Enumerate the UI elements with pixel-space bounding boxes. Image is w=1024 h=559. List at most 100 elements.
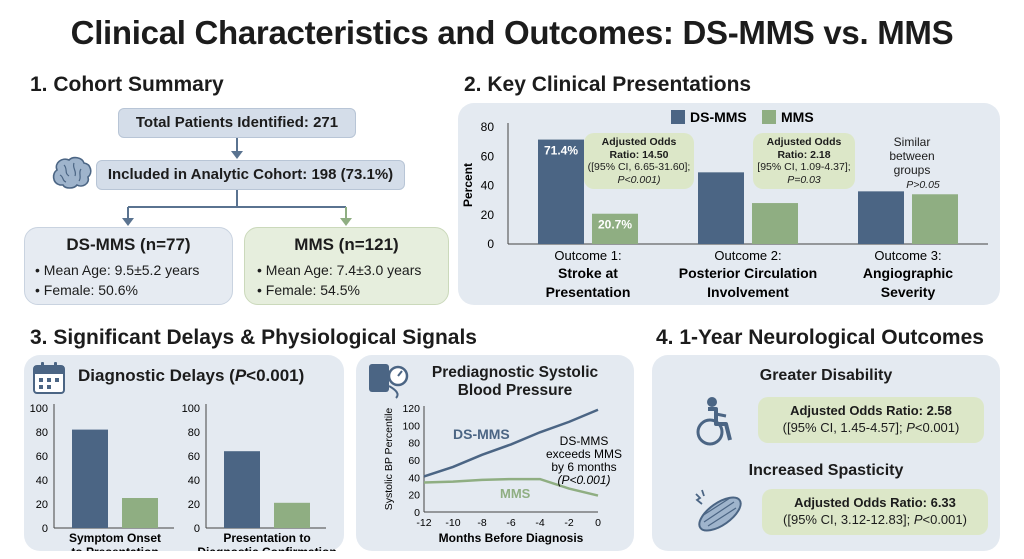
diagnostic-delays-title: Diagnostic Delays (P<0.001) [78,366,305,385]
bp-x-tick-label: 0 [595,517,601,529]
delay-xlabel-line1: Presentation to [223,531,310,545]
bp-title: Prediagnostic Systolic Blood Pressure [431,364,599,399]
section2-heading: 2. Key Clinical Presentations [464,73,752,96]
brain-icon [52,156,92,189]
delay-y-tick-label: 40 [188,475,200,487]
category-label-line3: Severity [881,284,936,300]
y-tick-label: 0 [487,237,494,251]
y-tick-label: 60 [481,149,495,163]
bp-x-tick-label: -4 [535,517,544,529]
delay-xlabel-line1: Symptom Onset [69,531,161,545]
delay-y-tick-label: 0 [42,523,48,535]
bar-ds-mms-3 [858,191,904,244]
bar-value-label: 20.7% [598,218,632,232]
delay-xlabel-line2: Diagnostic Confirmation [197,545,336,551]
bp-y-tick-label: 20 [408,490,420,502]
bp-series-label-ds-mms: DS-MMS [453,426,510,442]
bar-value-label: 71.4% [544,144,578,158]
blood-pressure-chart: 0 20 40 60 80 100 120 -12 -10 -8 -6 -4 -2 0 Systolic B… [383,403,622,545]
clinical-presentations-chart: 0 20 40 60 80 Percent 71.4% 20.7% Outcome 1: Stro… [461,109,988,300]
bp-annotation-line: (P<0.001) [557,473,610,487]
y-tick-label: 40 [481,179,495,193]
bp-series-label-mms: MMS [500,486,531,501]
delay-y-tick-label: 100 [182,403,200,415]
bp-y-tick-label: 120 [402,403,420,415]
bp-annotation-line: by 6 months [551,460,616,474]
included-cohort-box: Included in Analytic Cohort: 198 (73.1%) [96,160,405,190]
y-tick-label: 80 [481,120,495,134]
delay-y-tick-label: 60 [188,451,200,463]
section1-heading: 1. Cohort Summary [30,73,224,96]
bp-annotation-line: DS-MMS [560,434,609,448]
bp-x-tick-label: -10 [445,517,460,529]
bar-mms-1 [592,213,638,244]
delay-y-tick-label: 0 [194,523,200,535]
category-label-line2: Stroke at [558,265,618,281]
delay-y-tick-label: 20 [188,499,200,511]
legend-label-ds-mms: DS-MMS [690,109,747,125]
bp-line-ds-mms [423,408,599,478]
bp-x-tick-label: -2 [564,517,573,529]
category-label-line3: Involvement [707,284,789,300]
bp-y-tick-label: 60 [408,455,420,467]
diagnostic-delays-chart: 0 20 40 60 80 100 Symptom Onsetto Presentation… [30,403,337,551]
y-tick-label: 20 [481,208,495,222]
bp-y-axis-label: Systolic BP Percentile [383,408,395,511]
category-label-line2: Angiographic [863,265,953,281]
mms-female: • Female: 54.5% [257,282,360,298]
category-label-line2: Posterior Circulation [679,265,817,281]
legend-swatch-mms [762,110,776,124]
blood-pressure-cuff-icon [369,364,409,399]
category-label-line1: Outcome 1: [554,248,621,263]
delay-xlabel-line2: to Presentation [71,545,158,551]
delay-y-tick-label: 60 [36,451,48,463]
ds-mms-female: • Female: 50.6% [35,282,138,298]
legend-label-mms: MMS [781,109,814,125]
category-label-line3: Presentation [546,284,631,300]
ds-mms-cohort-card: DS-MMS (n=77) • Mean Age: 9.5±5.2 years … [24,227,233,305]
category-label-line1: Outcome 3: [874,248,941,263]
blood-pressure-panel [356,355,634,551]
cohort-connectors [122,138,352,226]
wheelchair-icon [696,397,732,446]
delay-y-tick-label: 20 [36,499,48,511]
category-label-line1: Outcome 2: [714,248,781,263]
mms-cohort-title: MMS (n=121) [294,235,399,254]
bp-y-tick-label: 80 [408,438,420,450]
legend-swatch-ds-mms [671,110,685,124]
calendar-icon [33,362,65,394]
delay-y-tick-label: 80 [188,427,200,439]
bp-x-axis-label: Months Before Diagnosis [439,531,584,545]
y-axis-label: Percent [461,163,475,207]
bp-y-tick-label: 40 [408,472,420,484]
delay-bar-ds-mms [72,429,108,528]
similar-groups-note: Similar between groups P>0.05 [889,135,940,191]
delay-bar-mms [122,498,158,528]
bp-line-mms [423,477,599,497]
delay-bar-mms [274,502,310,528]
bp-y-tick-label: 100 [402,420,420,432]
posterior-odds-callout: Adjusted Odds Ratio: 2.18 [95% CI, 1.09-… [753,133,855,189]
ds-mms-age: • Mean Age: 9.5±5.2 years [35,262,200,278]
stroke-odds-callout: Adjusted Odds Ratio: 14.50 ([95% CI, 6.6… [584,133,694,189]
muscle-spasm-icon [695,489,742,532]
disability-title: Greater Disability [759,367,893,384]
bp-x-tick-label: -8 [477,517,486,529]
total-patients-box: Total Patients Identified: 271 [118,108,356,138]
bp-x-tick-label: -6 [506,517,515,529]
disability-odds-callout: Adjusted Odds Ratio: 2.58 ([95% CI, 1.45… [758,397,984,443]
bp-annotation-line: exceeds MMS [546,447,622,461]
bar-ds-mms-1 [538,139,584,244]
mms-cohort-card: MMS (n=121) • Mean Age: 7.4±3.0 years • … [244,227,449,305]
section4-heading: 4. 1-Year Neurological Outcomes [656,326,984,349]
delay-y-tick-label: 100 [30,403,48,415]
bar-mms-3 [912,194,958,244]
bp-y-tick-label: 0 [414,507,420,519]
spasticity-title: Increased Spasticity [748,462,904,479]
delay-y-tick-label: 40 [36,475,48,487]
bar-mms-2 [752,203,798,244]
spasticity-odds-callout: Adjusted Odds Ratio: 6.33 ([95% CI, 3.12… [762,489,988,535]
section3-heading: 3. Significant Delays & Physiological Si… [30,326,477,349]
ds-mms-cohort-title: DS-MMS (n=77) [66,235,191,254]
mms-age: • Mean Age: 7.4±3.0 years [257,262,422,278]
